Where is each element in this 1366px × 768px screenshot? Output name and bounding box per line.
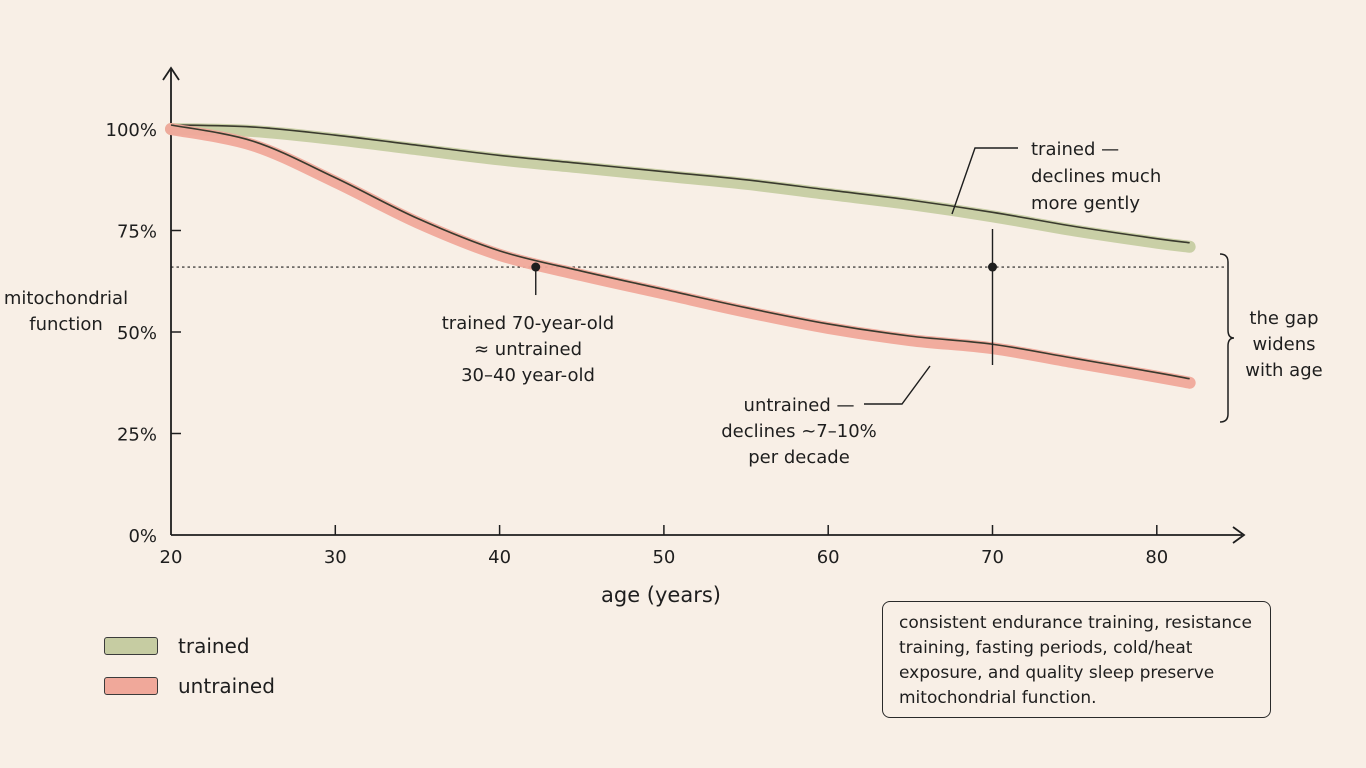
y-tick-label-50: 50%: [117, 323, 157, 344]
x-tick-label-70: 70: [981, 547, 1004, 568]
y-axis-title-line-1: function: [29, 314, 103, 335]
x-axis-title: age (years): [601, 583, 721, 607]
legend-swatch-untrained: [104, 677, 158, 695]
y-tick-label-25: 25%: [117, 425, 157, 446]
trained-label-line-1: declines much: [1031, 166, 1161, 187]
gap-label-line-2: with age: [1245, 360, 1322, 381]
legend-label-trained: trained: [178, 634, 250, 658]
legend-label-untrained: untrained: [178, 674, 275, 698]
equivalence-label-line-1: ≈ untrained: [474, 339, 582, 360]
legend-swatch-trained: [104, 637, 158, 655]
gap-brace: [1219, 253, 1235, 423]
legend-item-untrained: untrained: [104, 666, 275, 706]
x-tick-label-50: 50: [652, 547, 675, 568]
equivalence-label-line-2: 30–40 year-old: [461, 365, 595, 386]
x-tick-label-80: 80: [1145, 547, 1168, 568]
x-tick-label-60: 60: [817, 547, 840, 568]
y-tick-label-100: 100%: [106, 120, 157, 141]
trained-label-line-0: trained —: [1031, 139, 1119, 160]
x-tick-label-40: 40: [488, 547, 511, 568]
equivalence-point-trained: [988, 262, 997, 272]
series-band-untrained: [165, 123, 1196, 389]
y-axis-title-line-0: mitochondrial: [4, 288, 128, 309]
equivalence-label-line-0: trained 70-year-old: [442, 313, 614, 334]
gap-label-line-1: widens: [1252, 334, 1315, 355]
note-box: consistent endurance training, resistanc…: [882, 601, 1271, 718]
series-band-trained: [165, 123, 1196, 253]
untrained-leader: [864, 365, 931, 405]
legend-item-trained: trained: [104, 626, 275, 666]
x-axis-arrow: [1232, 526, 1246, 544]
trained-label-line-2: more gently: [1031, 193, 1140, 214]
untrained-label-line-0: untrained —: [744, 395, 855, 416]
trained-leader: [951, 147, 1018, 215]
x-tick-label-20: 20: [160, 547, 183, 568]
legend: trained untrained: [104, 626, 275, 706]
equivalence-point-untrained: [531, 262, 541, 272]
x-tick-label-30: 30: [324, 547, 347, 568]
untrained-label-line-1: declines ~7–10%: [721, 421, 877, 442]
y-tick-label-75: 75%: [117, 222, 157, 243]
series-line-untrained: [170, 124, 1190, 380]
y-axis-arrow: [162, 66, 180, 81]
gap-label-line-0: the gap: [1249, 308, 1318, 329]
untrained-label-line-2: per decade: [748, 447, 850, 468]
series-line-trained: [170, 124, 1190, 244]
y-tick-label-0: 0%: [128, 526, 157, 547]
